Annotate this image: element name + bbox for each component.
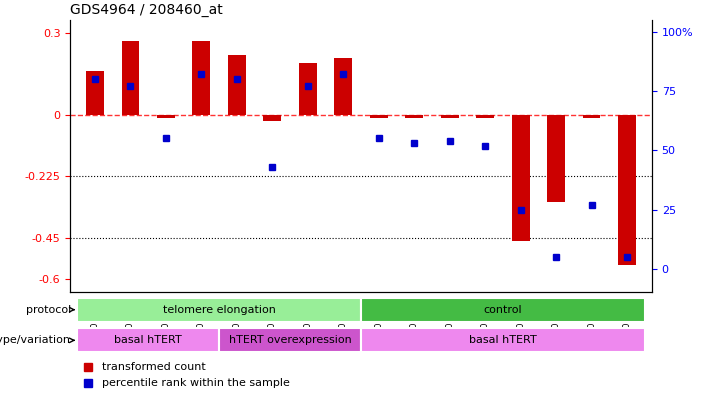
Bar [370,115,388,118]
Text: hTERT overexpression: hTERT overexpression [229,335,351,345]
Bar [361,298,645,322]
Bar [228,55,246,115]
Bar [299,63,317,115]
Bar [157,115,175,118]
Bar [583,115,601,118]
Text: genotype/variation: genotype/variation [0,335,74,345]
Text: control: control [484,305,522,315]
Text: transformed count: transformed count [102,362,206,372]
Bar [193,42,210,115]
Text: telomere elongation: telomere elongation [163,305,275,315]
Bar [264,115,281,121]
Text: protocol: protocol [25,305,74,315]
Bar [405,115,423,118]
Bar [512,115,529,241]
Bar [547,115,565,202]
Bar [77,298,361,322]
Text: GDS4964 / 208460_at: GDS4964 / 208460_at [70,3,223,17]
Bar [86,72,104,115]
Text: percentile rank within the sample: percentile rank within the sample [102,378,290,388]
Bar [618,115,636,265]
Bar [334,58,352,115]
Bar [77,328,219,353]
Bar [441,115,458,118]
Bar [476,115,494,118]
Text: basal hTERT: basal hTERT [469,335,537,345]
Bar [361,328,645,353]
Bar [219,328,361,353]
Bar [121,42,139,115]
Text: basal hTERT: basal hTERT [114,335,182,345]
